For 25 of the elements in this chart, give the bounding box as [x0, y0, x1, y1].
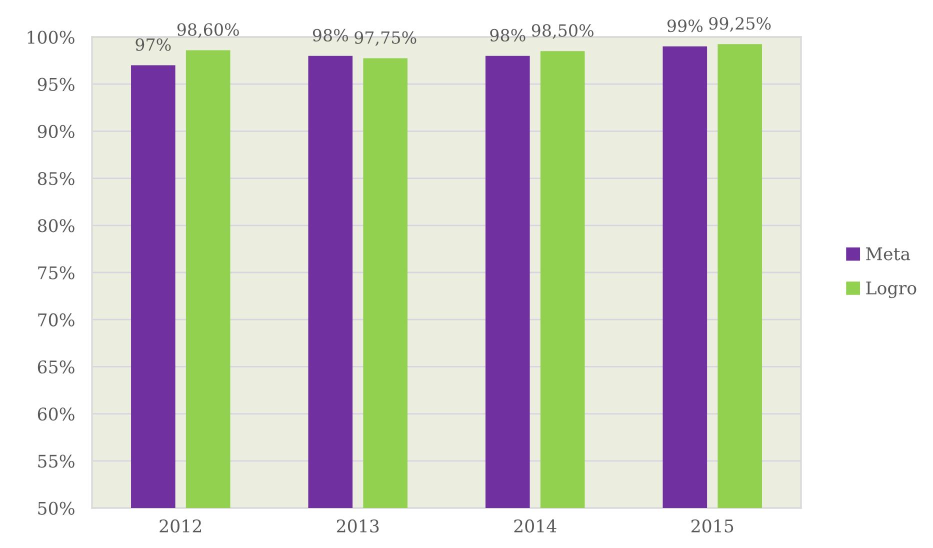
y-tick-label: 55% — [38, 454, 74, 468]
x-tick-label: 2012 — [160, 519, 202, 533]
y-tick-label: 90% — [38, 124, 74, 138]
data-label: 98% — [312, 28, 348, 42]
data-label: 97% — [136, 38, 171, 51]
y-tick-label: 100% — [28, 30, 74, 44]
y-tick-label: 70% — [38, 313, 74, 326]
y-tick-label: 50% — [38, 502, 74, 515]
data-label: 98,50% — [532, 24, 594, 39]
y-tick-label: 75% — [38, 266, 74, 280]
legend-label: Logro — [866, 282, 916, 298]
data-label: 99% — [667, 19, 703, 32]
legend-label: Meta — [866, 247, 910, 260]
data-label: 98% — [490, 28, 526, 42]
y-tick-label: 65% — [38, 360, 74, 374]
x-tick-label: 2014 — [514, 519, 556, 533]
y-tick-label: 80% — [38, 219, 74, 232]
y-tick-label: 85% — [38, 172, 74, 186]
x-tick-label: 2015 — [691, 519, 734, 533]
data-label: 97,75% — [354, 31, 416, 46]
x-tick-label: 2013 — [336, 519, 379, 533]
data-label: 98,60% — [177, 23, 239, 38]
y-tick-label: 95% — [38, 78, 74, 91]
data-label: 99,25% — [709, 17, 771, 32]
y-tick-label: 60% — [38, 408, 74, 421]
